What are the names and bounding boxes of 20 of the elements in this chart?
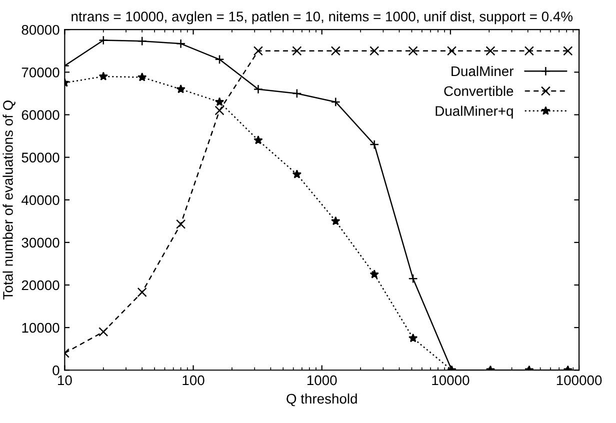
- legend-label: Convertible: [444, 86, 514, 96]
- x-axis-title: Q threshold: [286, 393, 357, 406]
- y-tick-label: 50000: [22, 152, 60, 162]
- x-tick-label: 10000: [432, 375, 470, 386]
- y-tick-label: 30000: [22, 238, 60, 248]
- y-tick-label: 80000: [22, 24, 60, 35]
- x-tick-label: 100000: [556, 375, 602, 386]
- y-tick-label: 40000: [22, 195, 60, 206]
- y-tick-label: 10000: [22, 322, 60, 333]
- y-tick-label: 20000: [22, 280, 60, 290]
- x-tick-label: 1000: [307, 375, 337, 386]
- legend-label: DualMiner+q: [436, 106, 513, 119]
- y-tick-label: 60000: [22, 110, 60, 120]
- legend-label: DualMiner: [452, 66, 514, 76]
- y-axis-title: Total number of evaluations of Q: [2, 100, 16, 300]
- x-tick-label: 100: [182, 375, 204, 386]
- y-tick-label: 70000: [22, 68, 60, 78]
- chart-title: ntrans = 10000, avglen = 15, patlen = 10, nitems = 1000, unif dist, support = 0.4%: [72, 11, 573, 24]
- x-tick-label: 10: [58, 375, 72, 386]
- y-tick-label: 0: [52, 365, 60, 376]
